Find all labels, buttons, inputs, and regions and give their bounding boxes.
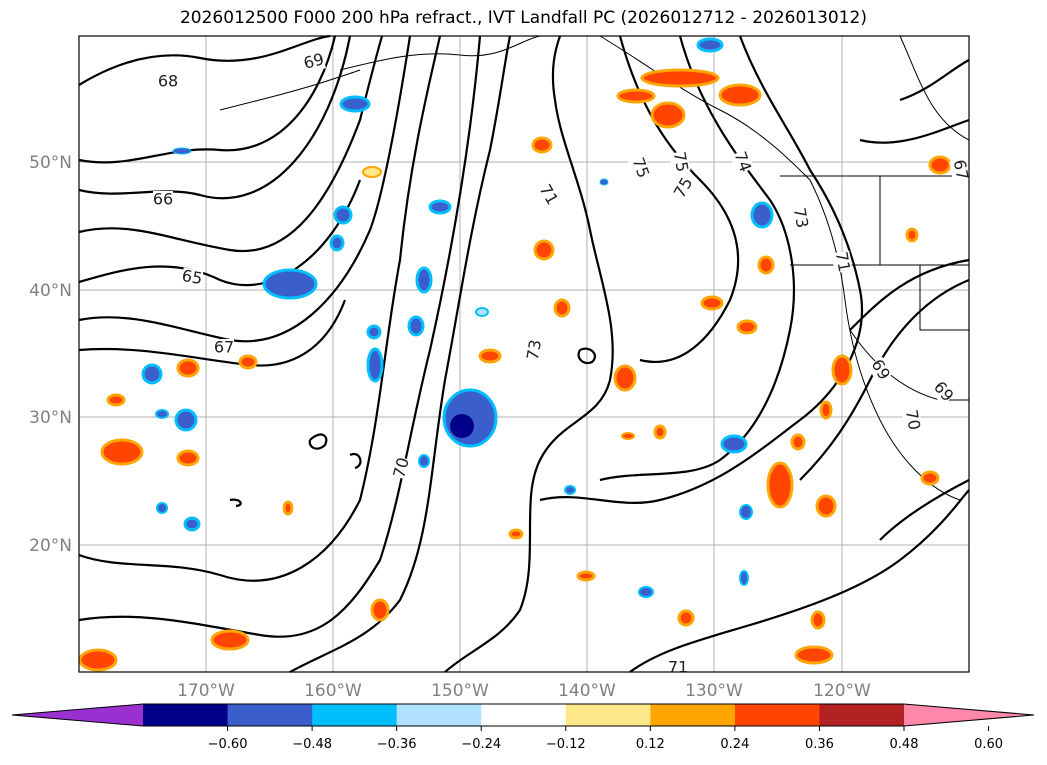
contour-label: 66 xyxy=(153,190,173,209)
contour-label-background xyxy=(901,408,923,432)
colorbar-tick-label: 0.24 xyxy=(720,737,749,752)
colorbar-segment xyxy=(312,704,398,726)
colorbar-tick-label: −0.36 xyxy=(377,737,417,752)
colorbar-tick-label: −0.48 xyxy=(292,737,332,752)
contour-label-background xyxy=(831,250,853,274)
contour-label-background xyxy=(730,149,754,175)
contour-label-background xyxy=(153,191,173,209)
contour-label-background xyxy=(302,50,326,74)
contour-label: 67 xyxy=(214,338,234,357)
contour-label-background xyxy=(671,174,697,202)
colorbar-tick-label: 0.48 xyxy=(890,737,919,752)
negative-anomaly-patches xyxy=(141,37,774,598)
positive-anomaly-patches xyxy=(78,68,952,672)
contour-label-background xyxy=(628,155,652,181)
contour-label: 65 xyxy=(180,266,203,288)
lat-label-40n: 40°N xyxy=(29,281,72,301)
lon-label-150w: 150°W xyxy=(431,681,489,701)
colorbar-extend-min xyxy=(12,704,143,726)
colorbar-segment xyxy=(396,704,482,726)
contour-label-background xyxy=(929,378,957,406)
graticule xyxy=(79,36,969,672)
colorbar-outline xyxy=(11,703,1035,727)
colorbar-segment xyxy=(819,704,905,726)
colorbar-segment xyxy=(227,704,313,726)
colorbar xyxy=(11,703,1035,727)
contour-label: 73 xyxy=(790,206,812,229)
lat-label-30n: 30°N xyxy=(29,408,72,428)
lon-label-170w: 170°W xyxy=(177,681,235,701)
contour-label: 69 xyxy=(301,49,326,73)
colorbar-segment xyxy=(734,704,820,726)
coastlines xyxy=(219,35,970,501)
contour-label-background xyxy=(180,267,204,289)
contour-label-background xyxy=(867,356,893,384)
colorbar-tick-label: 0.12 xyxy=(636,737,665,752)
colorbar-tick-label: 0.60 xyxy=(974,737,1003,752)
contour-label-background xyxy=(535,181,561,209)
colorbar-tick-label: −0.24 xyxy=(461,737,501,752)
contour-label-background xyxy=(949,158,971,182)
colorbar-segment xyxy=(650,704,736,726)
contour-label-background xyxy=(524,338,546,362)
lon-label-160w: 160°W xyxy=(304,681,362,701)
map-frame xyxy=(78,35,970,673)
contour-label-background xyxy=(390,456,414,480)
contour-label: 73 xyxy=(523,338,545,361)
contour-label: 67 xyxy=(950,158,972,181)
contour-label: 75 xyxy=(670,150,692,173)
contour-label: 70 xyxy=(902,408,924,431)
lat-label-20n: 20°N xyxy=(29,536,72,556)
lon-label-120w: 120°W xyxy=(813,681,871,701)
colorbar-ticks: −0.60 −0.48 −0.36 −0.24 −0.12 0.12 0.24 0.36 0.4… xyxy=(208,726,1003,752)
contour-label: 71 xyxy=(668,658,688,677)
contour-label: 68 xyxy=(158,72,178,91)
lat-label-50n: 50°N xyxy=(29,153,72,173)
colorbar-extend-max xyxy=(904,704,1034,726)
contour-label: 70 xyxy=(389,455,413,480)
colorbar-segment xyxy=(565,704,651,726)
contour-label-background xyxy=(669,150,691,174)
contour-label: 71 xyxy=(832,250,854,273)
colorbar-segment xyxy=(481,704,567,726)
refractivity-contours xyxy=(78,34,970,673)
contour-label-background xyxy=(789,206,811,230)
figure-title: 2026012500 F000 200 hPa refract., IVT La… xyxy=(179,8,867,28)
colorbar-segment xyxy=(143,704,229,726)
lon-label-140w: 140°W xyxy=(558,681,616,701)
colorbar-tick-label: −0.60 xyxy=(208,737,248,752)
contour-label-background xyxy=(158,73,178,91)
colorbar-tick-label: 0.36 xyxy=(805,737,834,752)
contour-label-background xyxy=(214,339,234,357)
lon-label-130w: 130°W xyxy=(685,681,743,701)
colorbar-tick-label: −0.12 xyxy=(546,737,586,752)
